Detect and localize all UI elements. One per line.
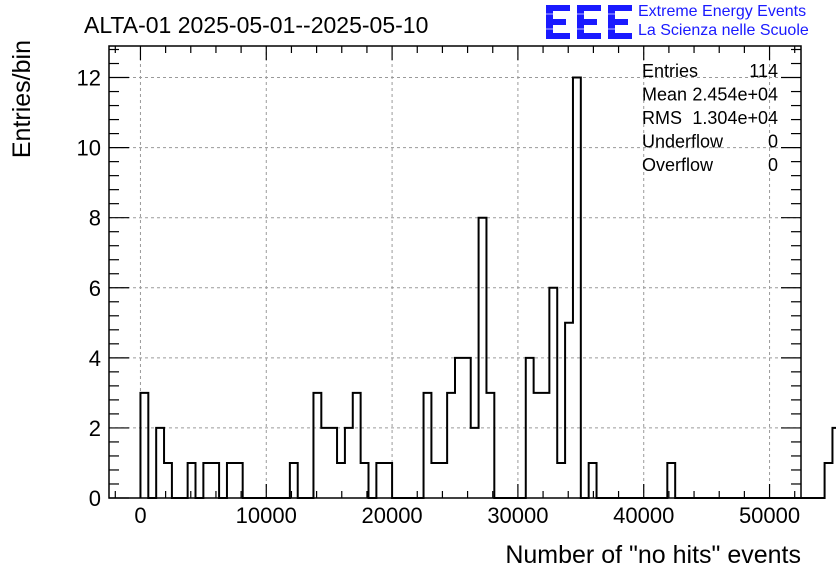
stats-value: 0 xyxy=(768,132,778,152)
y-tick-label: 12 xyxy=(77,66,101,91)
y-tick-label: 2 xyxy=(89,416,101,441)
x-tick-label: 30000 xyxy=(487,503,548,528)
x-tick-labels: 0 10000 20000 30000 40000 50000 xyxy=(134,503,800,528)
stats-value: 114 xyxy=(749,61,778,81)
y-tick-label: 4 xyxy=(89,346,101,371)
eee-logo-text: Extreme Energy Events La Scienza nelle S… xyxy=(638,2,809,40)
y-axis-label: Entries/bin xyxy=(8,40,36,158)
x-tick-label: 0 xyxy=(134,503,146,528)
y-tick-label: 0 xyxy=(89,486,101,511)
y-tick-label: 6 xyxy=(89,276,101,301)
eee-logo xyxy=(544,2,636,42)
y-tick-label: 8 xyxy=(89,206,101,231)
stats-label: Underflow xyxy=(642,132,724,152)
x-axis-label: Number of "no hits" events xyxy=(505,541,801,569)
stats-box: Entries 114 Mean 2.454e+04 RMS 1.304e+04 Under… xyxy=(642,61,778,175)
x-tick-label: 40000 xyxy=(613,503,674,528)
stats-label: Overflow xyxy=(642,155,714,175)
chart-title: ALTA-01 2025-05-01--2025-05-10 xyxy=(84,12,428,38)
grid-lines xyxy=(109,46,801,498)
y-tick-label: 10 xyxy=(77,136,101,161)
y-tick-labels: 0 2 4 6 8 10 12 xyxy=(77,66,101,511)
stats-value: 2.454e+04 xyxy=(692,85,778,105)
plot-frame xyxy=(108,45,802,499)
x-tick-label: 50000 xyxy=(739,503,800,528)
logo-line-1: Extreme Energy Events xyxy=(638,3,807,20)
stats-label: Entries xyxy=(642,61,698,81)
stats-label: RMS xyxy=(642,108,682,128)
x-tick-label: 20000 xyxy=(361,503,422,528)
stats-value: 1.304e+04 xyxy=(692,108,778,128)
stats-label: Mean xyxy=(642,85,687,105)
x-tick-label: 10000 xyxy=(236,503,297,528)
eee-logo-graphic xyxy=(544,5,636,39)
stats-value: 0 xyxy=(768,155,778,175)
logo-line-2: La Scienza nelle Scuole xyxy=(638,22,809,39)
axis-ticks xyxy=(109,46,801,499)
